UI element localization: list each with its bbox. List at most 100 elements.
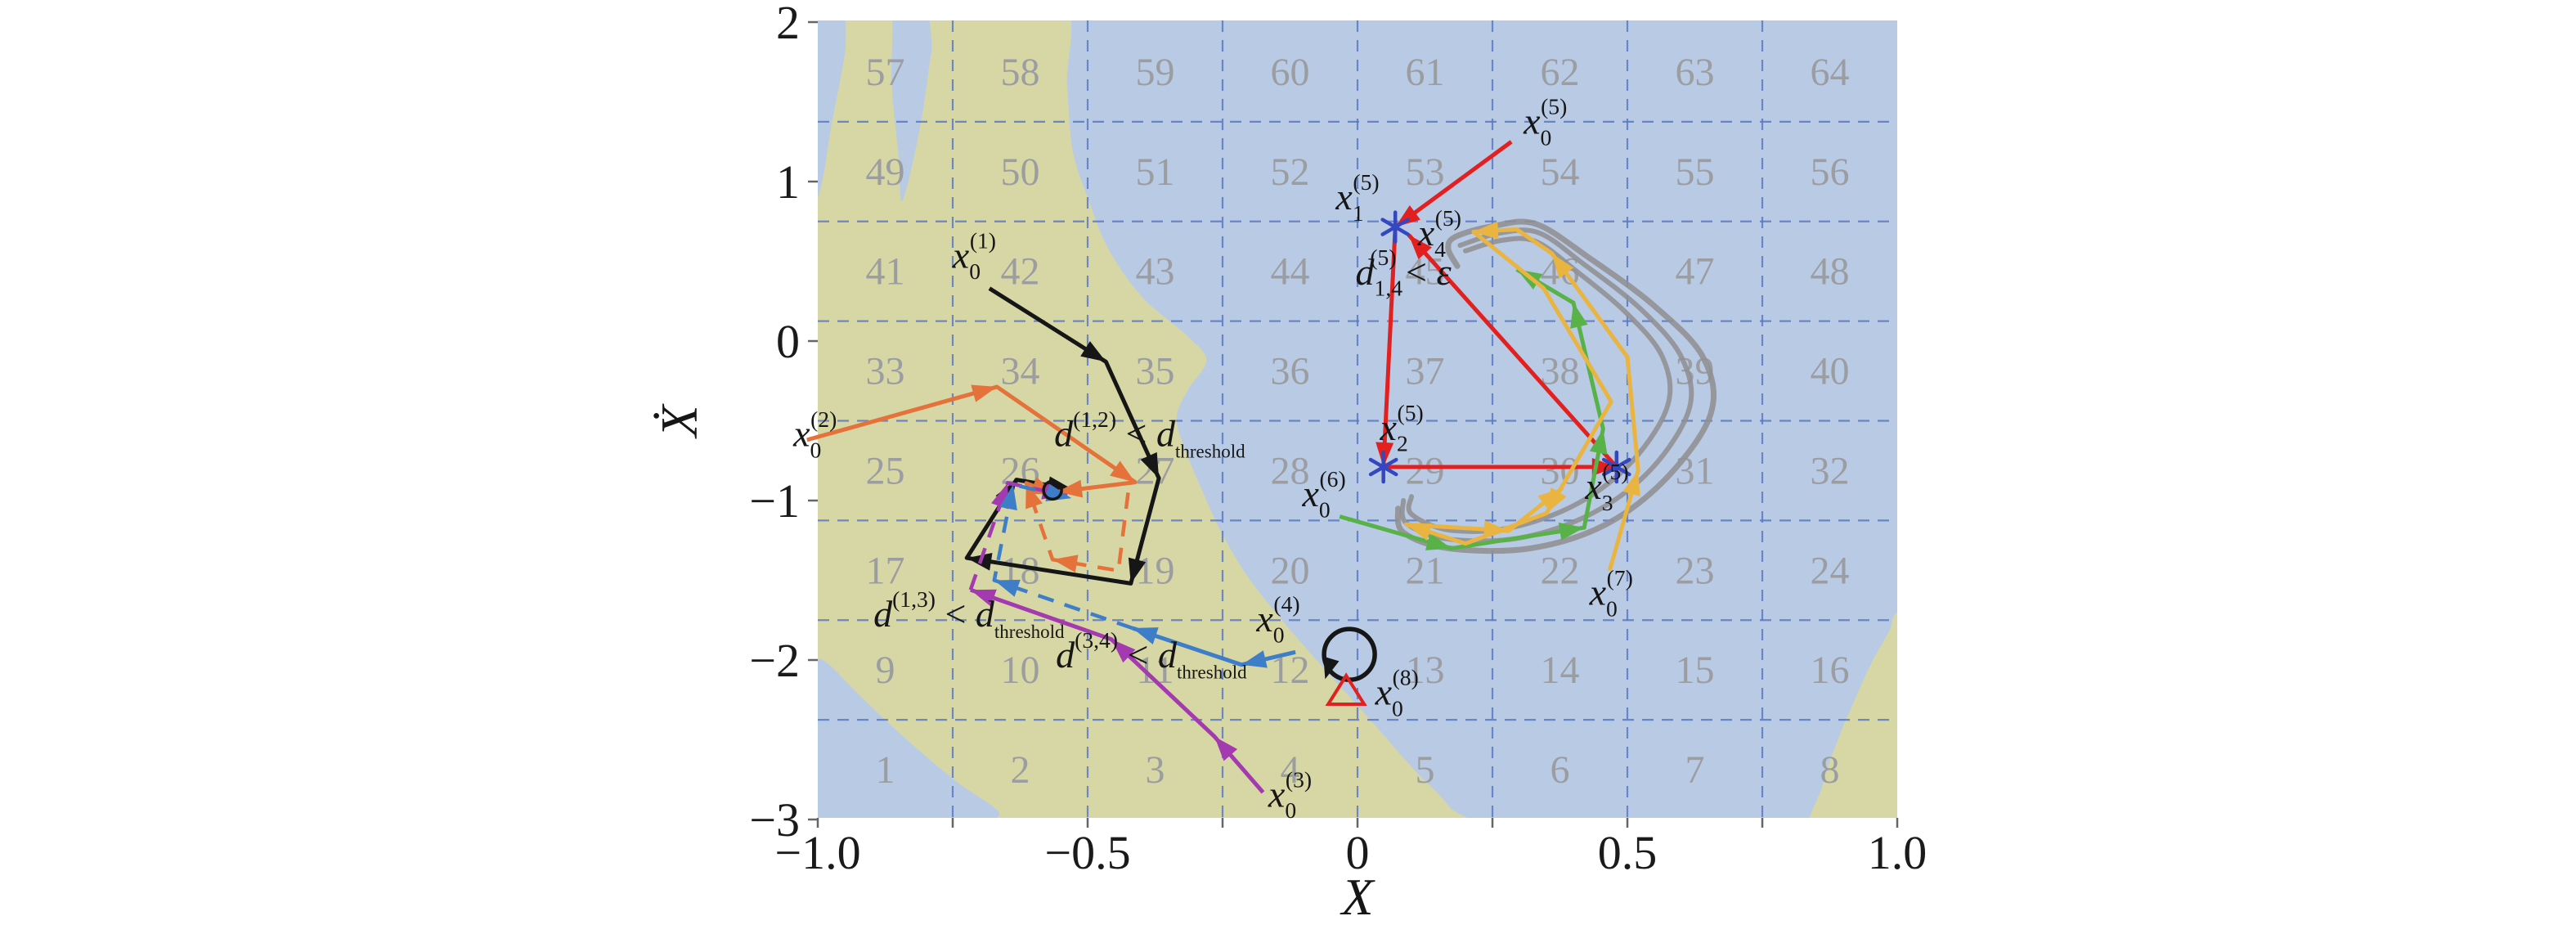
asterisk-marker (1601, 450, 1631, 484)
arrowhead-icon (1132, 627, 1159, 644)
trajectory-4-dashed (992, 483, 1133, 631)
cell-number: 31 (1676, 449, 1715, 492)
cell-number: 42 (1001, 250, 1040, 294)
y-tick-label: 1 (776, 155, 800, 209)
cell-number: 59 (1136, 51, 1175, 94)
cell-number: 63 (1676, 51, 1715, 94)
cell-number: 41 (866, 250, 905, 294)
cell-number: 24 (1811, 549, 1850, 592)
trajectory-4-solid-path (1132, 626, 1296, 667)
cell-number: 50 (1001, 150, 1040, 194)
cell-number: 28 (1271, 449, 1310, 492)
arrowhead-icon (971, 384, 998, 402)
cell-number: 33 (866, 350, 905, 393)
y-axis-label: Ẋ (650, 403, 708, 440)
arrowhead-icon (1080, 341, 1106, 362)
cell-number: 1 (876, 748, 895, 792)
arrowhead-icon (970, 589, 997, 607)
y-tick-label: −3 (749, 793, 800, 846)
x-tick-label: −1.0 (774, 826, 860, 879)
y-tick-label: 2 (776, 0, 800, 49)
trajectory-7-yellow (1403, 221, 1640, 572)
label-x4-5: x4(5) (1417, 205, 1461, 262)
arrowhead-icon (1570, 303, 1588, 329)
label-x0-8: x0(8) (1375, 665, 1419, 721)
cell-number: 51 (1136, 150, 1175, 194)
trajectory-4-dashed-path (992, 483, 1133, 631)
label-d12: d(1,2) < dthreshold (1054, 406, 1245, 462)
cell-number: 29 (1406, 449, 1445, 492)
trajectory-4-solid (1132, 626, 1296, 668)
cell-number: 35 (1136, 350, 1175, 393)
cell-number: 17 (866, 549, 905, 592)
label-x0-3: x0(3) (1268, 767, 1312, 824)
cell-number: 5 (1416, 748, 1435, 792)
trajectory-3-solid (969, 587, 1265, 794)
arrowhead-icon (1323, 656, 1340, 680)
arrowhead-icon (1589, 429, 1608, 455)
cell-number: 23 (1676, 549, 1715, 592)
label-x2-5: x2(5) (1380, 400, 1424, 456)
arrowhead-icon (1551, 253, 1574, 279)
label-x0-2: x0(2) (792, 406, 837, 463)
arrowhead-icon (994, 579, 1021, 597)
trajectory-2-solid-path (806, 384, 1138, 494)
arrowhead-icon (1140, 451, 1160, 478)
arrowhead-icon (1214, 736, 1238, 761)
label-d13: d(1,3) < dthreshold (873, 586, 1065, 642)
arrowhead-icon (1128, 557, 1147, 584)
cell-number: 7 (1685, 748, 1705, 792)
arrowhead-icon (1473, 221, 1499, 240)
cell-number: 43 (1136, 250, 1175, 294)
label-x1-5: x1(5) (1335, 169, 1379, 226)
trajectory-7-yellow-path (1403, 227, 1640, 572)
arrowhead-icon (1110, 460, 1136, 483)
x-tick-label: 0 (1346, 826, 1370, 879)
asterisk-ray (1601, 457, 1631, 477)
annotations: x0(1) x0(2) x0(3) x0(4) x0(5) x1(5) x2(5) x3(5)… (792, 94, 1633, 824)
cell-number: 55 (1676, 150, 1715, 194)
cell-number: 10 (1001, 649, 1040, 692)
asterisk-ray (1380, 218, 1411, 236)
plot-background (818, 20, 1897, 818)
asterisk-marker (1368, 450, 1398, 484)
arrowhead-icon (1537, 487, 1563, 510)
region-khaki-bottom-right (1809, 612, 1897, 818)
arrowhead-icon (1558, 522, 1585, 541)
cell-number: 4 (1281, 748, 1300, 792)
arrowhead-icon (1052, 555, 1079, 573)
grid (818, 20, 1897, 818)
arrowhead-icon (1241, 650, 1268, 668)
cell-number: 34 (1001, 350, 1040, 393)
cell-number: 8 (1820, 748, 1840, 792)
arrowhead-icon (1045, 483, 1072, 501)
cell-number: 40 (1811, 350, 1850, 393)
x-axis-label: X (1339, 868, 1376, 925)
cell-number: 9 (876, 649, 895, 692)
cell-number: 45 (1406, 250, 1445, 294)
cell-number: 2 (1011, 748, 1030, 792)
spiral-center-circle (1042, 479, 1063, 501)
cell-number: 62 (1541, 51, 1580, 94)
label-x0-5: x0(5) (1523, 94, 1567, 150)
cell-number: 47 (1676, 250, 1715, 294)
cell-number: 21 (1406, 549, 1445, 592)
x-tick-label: −0.5 (1044, 826, 1130, 879)
arrowhead-icon (999, 484, 1017, 511)
cell-number: 32 (1811, 449, 1850, 492)
label-x0-6: x0(6) (1301, 466, 1345, 523)
label-d14: d1,4(5) < ε (1356, 245, 1452, 301)
arrowhead-icon (1111, 639, 1136, 663)
cell-number: 52 (1271, 150, 1310, 194)
cell-number: 49 (866, 150, 905, 194)
cell-number: 25 (866, 449, 905, 492)
cell-number: 19 (1136, 549, 1175, 592)
cell-number: 14 (1541, 649, 1580, 692)
arrowhead-icon (1408, 235, 1432, 260)
cell-number: 56 (1811, 150, 1850, 194)
cell-number: 57 (866, 51, 905, 94)
y-tick-label: −2 (749, 634, 800, 687)
